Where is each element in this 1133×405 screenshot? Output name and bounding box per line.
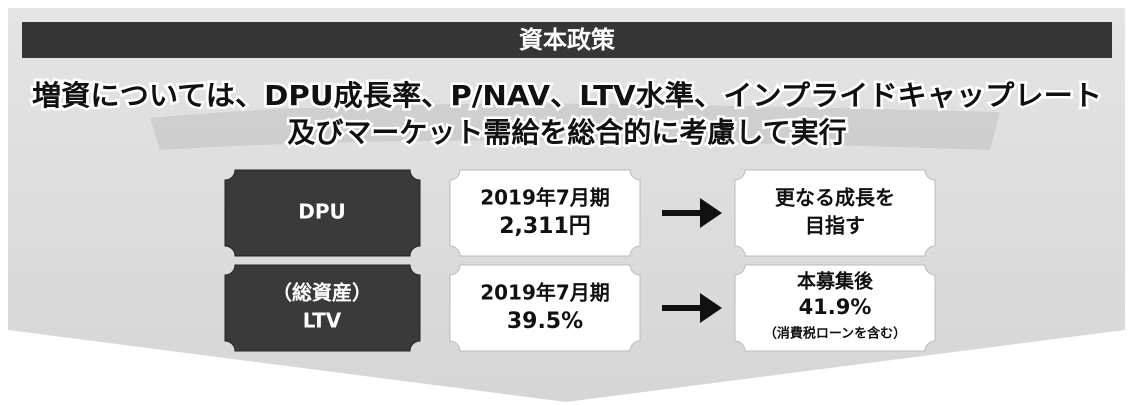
target-box [734,169,936,257]
current-box [449,264,641,352]
current-text: 2019年7月期 [480,186,610,210]
label-box [224,169,421,257]
arrow [662,198,722,228]
current-text: 2019年7月期 [480,281,610,305]
header-bar [22,22,1112,58]
target-text: 41.9% [799,295,872,319]
target-text: 更なる成長を [775,186,895,210]
label-box [224,264,421,352]
target-text: 目指す [805,214,865,238]
arrow [662,293,722,323]
label-text: DPU [298,200,346,224]
target-text: 本募集後 [797,270,874,293]
label-text: （総資産） [272,281,372,305]
current-text: 2,311円 [499,214,591,239]
headline-line: 及びマーケット需給を総合的に考慮して実行 [287,116,846,149]
target-box [734,264,936,352]
label-text: LTV [303,309,342,333]
header-title: 資本政策 [519,26,616,54]
target-text: （消費税ローンを含む） [764,326,906,342]
current-text: 39.5% [507,309,583,334]
brush-stroke [150,103,1000,150]
headline-line: 増資については、DPU成長率、P/NAV、LTV水準、インプライドキャップレート [32,79,1102,112]
current-box [449,169,641,257]
